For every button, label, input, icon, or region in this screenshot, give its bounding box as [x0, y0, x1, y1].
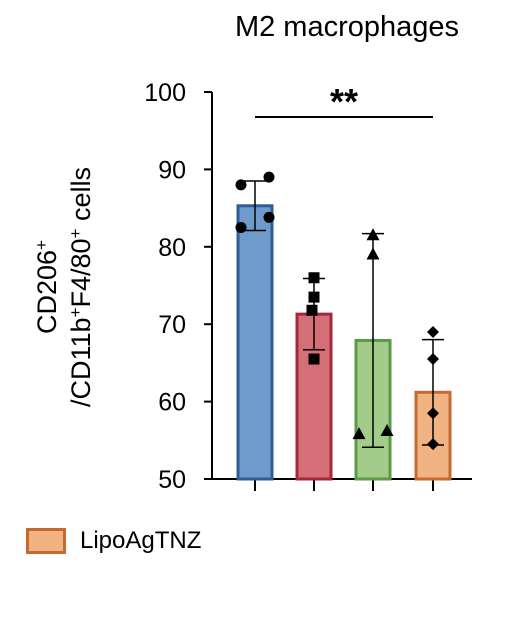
y-tick-label: 90 [158, 156, 186, 184]
legend-label: LipoAgTNZ [80, 527, 202, 554]
data-point-circle [263, 171, 275, 183]
legend-swatch [26, 528, 66, 554]
data-point-circle [263, 211, 275, 223]
data-point-diamond [427, 353, 439, 366]
y-tick-label: 100 [144, 79, 186, 107]
bars [236, 204, 452, 481]
y-tick-label: 80 [158, 234, 186, 262]
y-label-f480: F4/80 [66, 238, 96, 307]
data-point-diamond [427, 438, 439, 451]
y-label-cd206: CD206 [32, 250, 62, 334]
data-point-diamond [427, 407, 439, 420]
y-label-cd11b: /CD11b [66, 317, 96, 407]
data-point-diamond [427, 325, 439, 338]
data-point-square [308, 353, 320, 365]
bar [236, 204, 274, 481]
y-tick-label: 70 [158, 311, 186, 339]
error-bars [244, 180, 444, 449]
svg-text:/CD11b+F4/80+ cells: /CD11b+F4/80+ cells [66, 167, 97, 407]
data-point-square [308, 272, 320, 284]
y-label-sup-2: + [66, 307, 85, 317]
data-point-square [306, 304, 318, 316]
data-point-triangle [352, 427, 366, 440]
data-point-circle [235, 221, 247, 233]
y-label-cells: cells [66, 167, 96, 229]
data-point-triangle [366, 247, 380, 260]
y-label-sup-3: + [66, 228, 85, 238]
axes: 50 60 70 80 90 100 [144, 79, 472, 494]
y-label-sup-1: + [32, 240, 51, 250]
significance-annotation: ** [255, 81, 433, 122]
data-point-square [308, 291, 320, 303]
significance-stars: ** [330, 81, 358, 122]
svg-text:CD206+: CD206+ [32, 240, 63, 334]
y-tick-label: 60 [158, 389, 186, 417]
chart-title: M2 macrophages [235, 11, 459, 43]
y-tick-label: 50 [158, 466, 186, 494]
data-point-triangle [380, 424, 394, 437]
data-point-circle [235, 179, 247, 191]
y-axis-label: CD206+ /CD11b+F4/80+ cells [32, 167, 97, 407]
legend: LipoAgTNZ [26, 527, 201, 555]
data-point-triangle [366, 228, 380, 241]
data-points [235, 171, 439, 451]
